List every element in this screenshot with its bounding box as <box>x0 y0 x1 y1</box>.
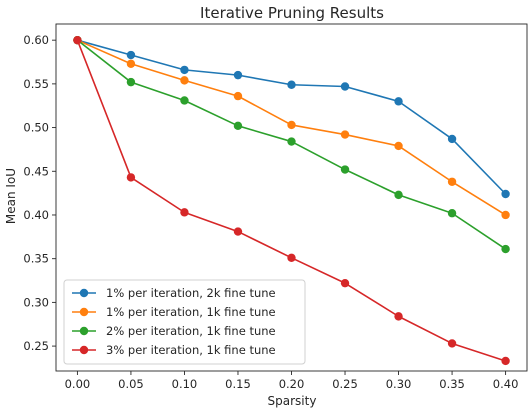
chart-title: Iterative Pruning Results <box>200 4 384 22</box>
data-point <box>233 121 243 131</box>
y-tick-label: 0.50 <box>23 121 49 135</box>
x-tick-label: 0.40 <box>493 377 519 391</box>
legend-item: 3% per iteration, 1k fine tune <box>72 343 276 357</box>
legend-label: 3% per iteration, 1k fine tune <box>106 343 276 357</box>
data-point <box>287 253 296 263</box>
legend-label: 1% per iteration, 2k fine tune <box>106 286 276 300</box>
y-tick-label: 0.25 <box>23 339 49 353</box>
series-2 <box>73 35 510 220</box>
legend-label: 1% per iteration, 1k fine tune <box>106 305 276 319</box>
data-point <box>126 77 136 87</box>
data-point <box>73 35 82 45</box>
data-point <box>340 165 350 174</box>
data-point <box>501 210 510 220</box>
data-point <box>447 339 457 348</box>
data-point <box>447 134 457 144</box>
series-4 <box>73 35 510 366</box>
y-tick-label: 0.60 <box>23 33 49 47</box>
x-tick-label: 0.20 <box>279 377 305 391</box>
x-tick-label: 0.25 <box>332 377 358 391</box>
y-tick-label: 0.55 <box>23 77 49 91</box>
data-point <box>501 189 510 199</box>
legend-label: 2% per iteration, 1k fine tune <box>106 324 276 338</box>
data-point <box>180 208 189 217</box>
data-point <box>287 137 296 146</box>
data-point <box>394 312 403 321</box>
y-tick-label: 0.45 <box>23 164 49 178</box>
y-axis: 0.25 0.30 0.35 0.40 0.45 0.50 0.55 0.60 <box>23 33 56 353</box>
legend-box <box>63 279 306 365</box>
data-point <box>233 91 243 101</box>
data-point <box>287 80 296 89</box>
data-point <box>180 65 189 75</box>
data-point <box>180 76 189 85</box>
legend-marker <box>79 288 89 298</box>
data-point <box>501 356 510 366</box>
x-tick-label: 0.35 <box>439 377 465 391</box>
y-axis-label: Mean IoU <box>4 168 18 224</box>
data-point <box>126 59 136 68</box>
data-point <box>233 70 243 80</box>
data-point <box>447 177 457 186</box>
legend: 1% per iteration, 2k fine tune 1% per ite… <box>63 279 306 365</box>
y-tick-label: 0.35 <box>23 252 49 266</box>
x-axis: 0.00 0.05 0.10 0.15 0.20 0.25 0.30 0.35 0.40 <box>65 371 519 391</box>
data-point <box>340 82 350 91</box>
x-tick-label: 0.30 <box>386 377 412 391</box>
y-tick-label: 0.30 <box>23 295 49 309</box>
data-point <box>126 173 136 182</box>
plot-area <box>73 35 510 366</box>
data-point <box>287 120 296 130</box>
x-tick-label: 0.10 <box>172 377 198 391</box>
data-point <box>340 278 350 288</box>
legend-item: 1% per iteration, 2k fine tune <box>72 286 276 300</box>
legend-marker <box>79 345 89 355</box>
data-point <box>394 97 403 106</box>
legend-marker <box>79 307 89 317</box>
legend-marker <box>79 326 89 336</box>
data-point <box>180 96 189 105</box>
x-axis-label: Sparsity <box>268 394 317 408</box>
data-point <box>340 130 350 139</box>
y-tick-label: 0.40 <box>23 208 49 222</box>
data-point <box>126 50 136 60</box>
legend-item: 1% per iteration, 1k fine tune <box>72 305 276 319</box>
plot-frame <box>55 23 528 372</box>
data-point <box>233 227 243 236</box>
legend-item: 2% per iteration, 1k fine tune <box>72 324 276 338</box>
data-point <box>447 209 457 218</box>
x-tick-label: 0.05 <box>118 377 144 391</box>
data-point <box>394 190 403 200</box>
series-3 <box>73 35 510 254</box>
x-tick-label: 0.15 <box>225 377 251 391</box>
x-tick-label: 0.00 <box>65 377 91 391</box>
data-point <box>501 244 510 254</box>
data-point <box>394 141 403 151</box>
